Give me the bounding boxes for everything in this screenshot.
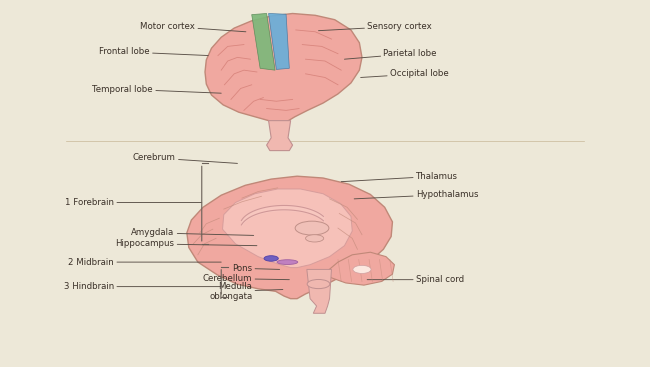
Text: Cerebrum: Cerebrum (133, 153, 237, 163)
Polygon shape (222, 189, 352, 268)
Text: Pons: Pons (232, 264, 280, 273)
Ellipse shape (295, 221, 329, 235)
Text: Thalamus: Thalamus (341, 172, 458, 182)
Ellipse shape (306, 235, 324, 242)
Text: Spinal cord: Spinal cord (367, 275, 464, 284)
Polygon shape (268, 14, 289, 69)
Text: Occipital lobe: Occipital lobe (361, 69, 448, 78)
Text: Cerebellum: Cerebellum (203, 274, 289, 283)
Polygon shape (266, 121, 292, 150)
Polygon shape (252, 14, 275, 70)
Text: Sensory cortex: Sensory cortex (318, 22, 432, 31)
Text: Medulla
oblongata: Medulla oblongata (209, 281, 283, 301)
Text: 1 Forebrain: 1 Forebrain (65, 198, 202, 207)
Text: 2 Midbrain: 2 Midbrain (68, 258, 221, 266)
Ellipse shape (264, 256, 278, 261)
Text: Hippocampus: Hippocampus (116, 239, 257, 248)
Ellipse shape (277, 260, 298, 265)
Text: 3 Hindbrain: 3 Hindbrain (64, 282, 221, 291)
Text: Hypothalamus: Hypothalamus (354, 190, 478, 199)
Text: Amygdala: Amygdala (131, 228, 254, 237)
Ellipse shape (307, 280, 330, 288)
Polygon shape (307, 269, 332, 313)
Ellipse shape (353, 265, 371, 273)
Text: Temporal lobe: Temporal lobe (92, 85, 221, 94)
Polygon shape (205, 14, 362, 124)
Polygon shape (187, 176, 393, 299)
Text: Parietal lobe: Parietal lobe (344, 49, 437, 59)
Text: Motor cortex: Motor cortex (140, 22, 246, 32)
Text: Frontal lobe: Frontal lobe (99, 47, 208, 57)
Polygon shape (325, 252, 395, 285)
